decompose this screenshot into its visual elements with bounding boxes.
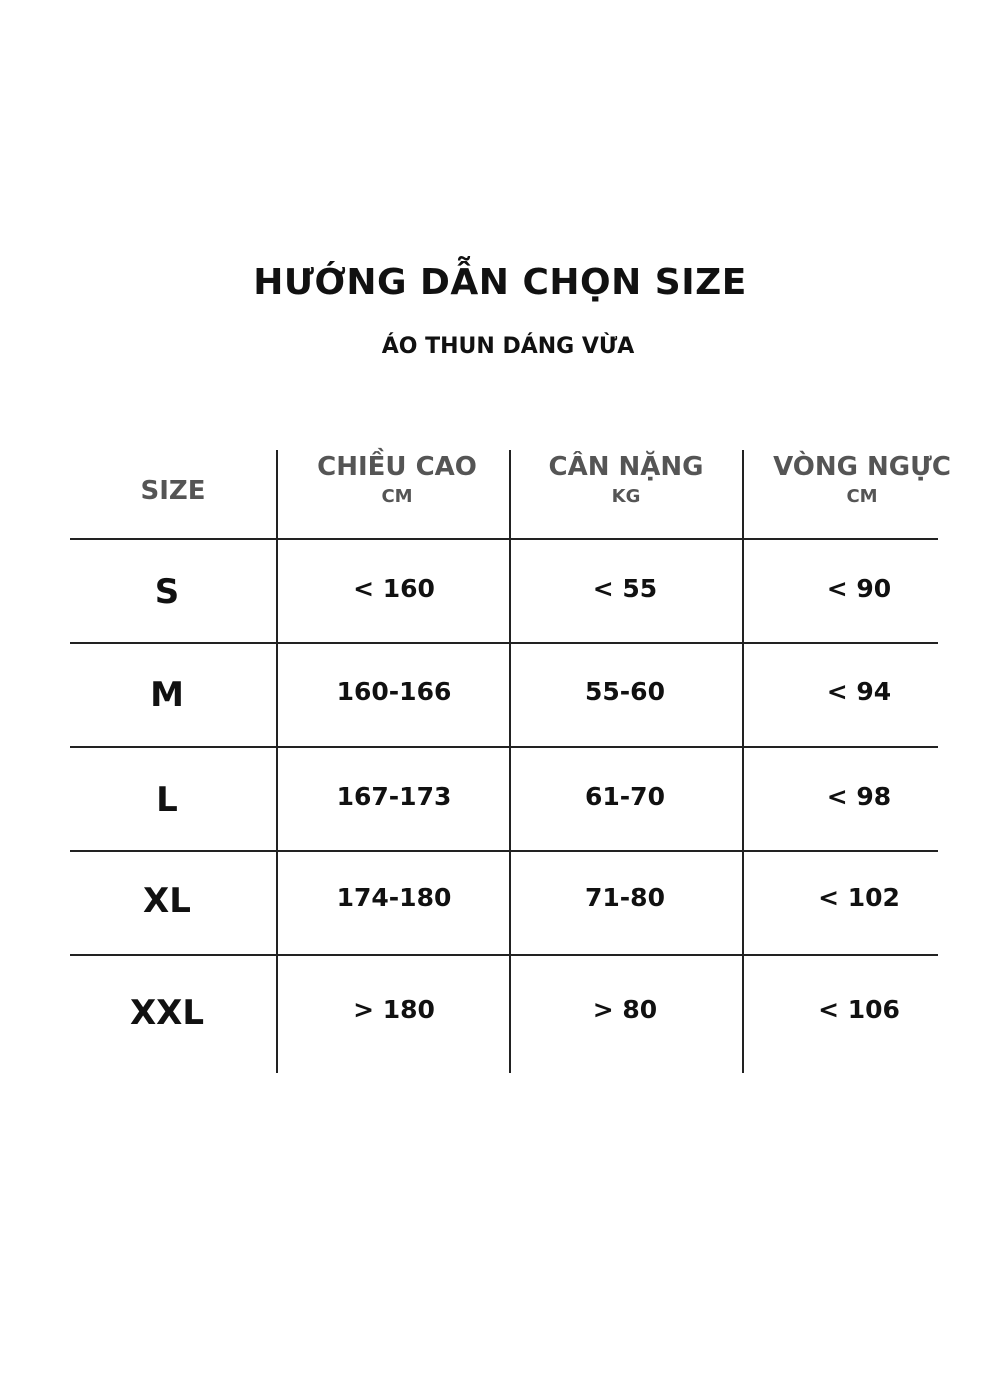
cell-weight: < 55 (592, 574, 658, 603)
page-title: HƯỚNG DẪN CHỌN SIZE (253, 262, 747, 303)
column-divider (276, 450, 278, 1073)
row-divider (70, 850, 938, 852)
header-divider (70, 538, 938, 540)
row-divider (70, 954, 938, 956)
cell-chest: < 90 (826, 574, 892, 603)
cell-size: M (150, 675, 184, 715)
column-divider (509, 450, 511, 1073)
header-label: CHIỀU CAO (317, 452, 477, 482)
header-label: VÒNG NGỰC (773, 452, 951, 482)
header-chest: VÒNG NGỰC CM (744, 452, 980, 507)
cell-size: XXL (129, 993, 205, 1033)
column-divider (742, 450, 744, 1073)
header-weight: CÂN NẶNG KG (511, 452, 741, 507)
cell-height: 174-180 (336, 883, 452, 912)
cell-height: 167-173 (336, 782, 452, 811)
cell-chest: < 98 (826, 782, 892, 811)
cell-height: < 160 (353, 574, 435, 603)
header-height: CHIỀU CAO CM (278, 452, 516, 507)
cell-chest: < 106 (818, 995, 900, 1024)
cell-chest: < 94 (826, 677, 892, 706)
cell-height: > 180 (353, 995, 435, 1024)
cell-height: 160-166 (336, 677, 452, 706)
cell-weight: 71-80 (585, 883, 665, 912)
page-subtitle: ÁO THUN DÁNG VỪA (381, 334, 635, 359)
header-unit: CM (846, 486, 878, 507)
header-unit: KG (611, 486, 641, 507)
cell-weight: 61-70 (585, 782, 665, 811)
row-divider (70, 746, 938, 748)
row-divider (70, 642, 938, 644)
cell-chest: < 102 (818, 883, 900, 912)
cell-size: L (156, 780, 178, 820)
header-unit: CM (381, 486, 413, 507)
cell-weight: > 80 (592, 995, 658, 1024)
cell-weight: 55-60 (585, 677, 665, 706)
cell-size: XL (143, 881, 191, 921)
header-label: SIZE (140, 476, 206, 506)
cell-size: S (154, 572, 180, 612)
header-size: SIZE (70, 476, 276, 506)
header-label: CÂN NẶNG (548, 452, 704, 482)
